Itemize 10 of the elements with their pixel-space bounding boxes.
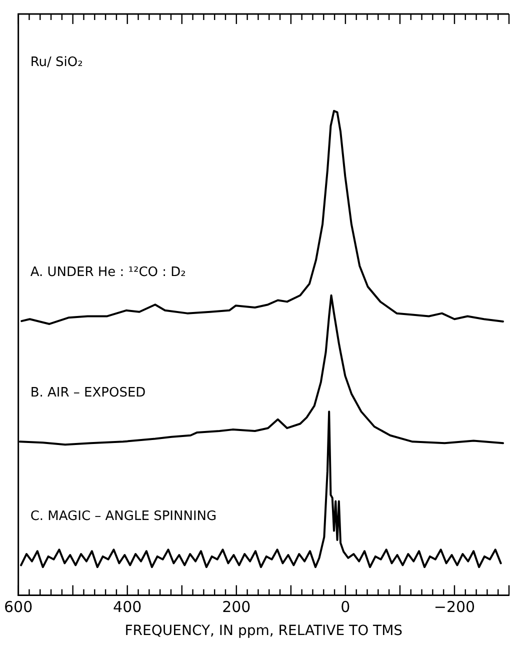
text: C. MAGIC – ANGLE SPINNING bbox=[30, 509, 217, 524]
x-tick-label: 600 bbox=[4, 598, 33, 616]
x-tick-label: 0 bbox=[340, 598, 350, 616]
x-tick-label: 200 bbox=[222, 598, 251, 616]
x-tick-label: −200 bbox=[434, 598, 476, 616]
text: Ru/ SiO₂ bbox=[30, 55, 83, 70]
x-tick-label: 400 bbox=[113, 598, 142, 616]
x-axis-title: FREQUENCY, IN ppm, RELATIVE TO TMS bbox=[124, 623, 403, 640]
text: A. UNDER He : ¹²CO : D₂ bbox=[30, 265, 186, 280]
text: B. AIR – EXPOSED bbox=[30, 386, 146, 401]
